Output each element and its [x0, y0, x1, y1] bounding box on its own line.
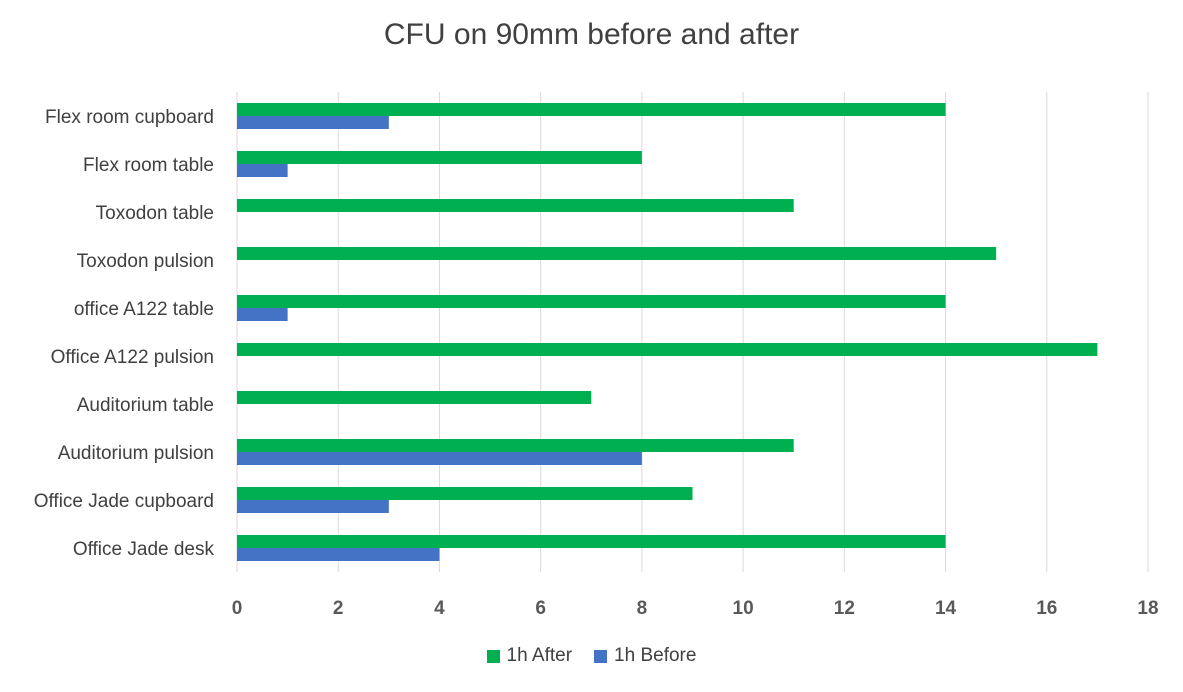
x-tick-label: 16 [1036, 598, 1057, 619]
bar-after-6 [237, 391, 592, 404]
bar-before-8 [237, 500, 389, 513]
bar-after-5 [237, 343, 1098, 356]
category-label: Flex room table [83, 155, 214, 176]
legend-item-before: 1h Before [594, 645, 696, 667]
bar-after-4 [237, 295, 946, 308]
category-label: Auditorium pulsion [58, 443, 214, 464]
bar-before-9 [237, 548, 440, 561]
category-label: Toxodon table [96, 203, 214, 224]
legend: 1h After 1h Before [0, 645, 1183, 667]
x-tick-label: 14 [935, 598, 957, 619]
category-label: Office Jade cupboard [34, 491, 214, 512]
legend-label-after: 1h After [506, 645, 573, 666]
chart-title: CFU on 90mm before and after [383, 18, 800, 51]
legend-item-after: 1h After [486, 645, 573, 667]
bar-after-1 [237, 151, 642, 164]
bar-after-8 [237, 487, 693, 500]
bar-before-0 [237, 116, 389, 129]
bar-after-9 [237, 535, 946, 548]
category-label: Auditorium table [77, 395, 214, 416]
x-tick-label: 4 [434, 598, 445, 619]
category-label: Toxodon pulsion [77, 251, 214, 272]
bar-after-7 [237, 439, 794, 452]
bar-after-2 [237, 199, 794, 212]
x-tick-label: 0 [232, 598, 243, 619]
x-tick-label: 2 [333, 598, 344, 619]
legend-swatch-before [594, 649, 608, 663]
legend-label-before: 1h Before [614, 645, 697, 666]
bar-after-0 [237, 103, 946, 116]
bar-after-3 [237, 247, 997, 260]
x-tick-label: 10 [733, 598, 754, 619]
category-label: Flex room cupboard [45, 107, 214, 128]
x-tick-label: 12 [834, 598, 855, 619]
x-tick-label: 6 [535, 598, 546, 619]
bar-before-7 [237, 452, 642, 465]
legend-swatch-after [486, 649, 500, 663]
bar-before-1 [237, 164, 288, 177]
category-label: office A122 table [74, 299, 214, 320]
category-label: Office Jade desk [73, 539, 215, 560]
bar-before-4 [237, 308, 288, 321]
x-tick-label: 18 [1137, 598, 1158, 619]
x-tick-label: 8 [637, 598, 648, 619]
category-label: Office A122 pulsion [51, 347, 214, 368]
